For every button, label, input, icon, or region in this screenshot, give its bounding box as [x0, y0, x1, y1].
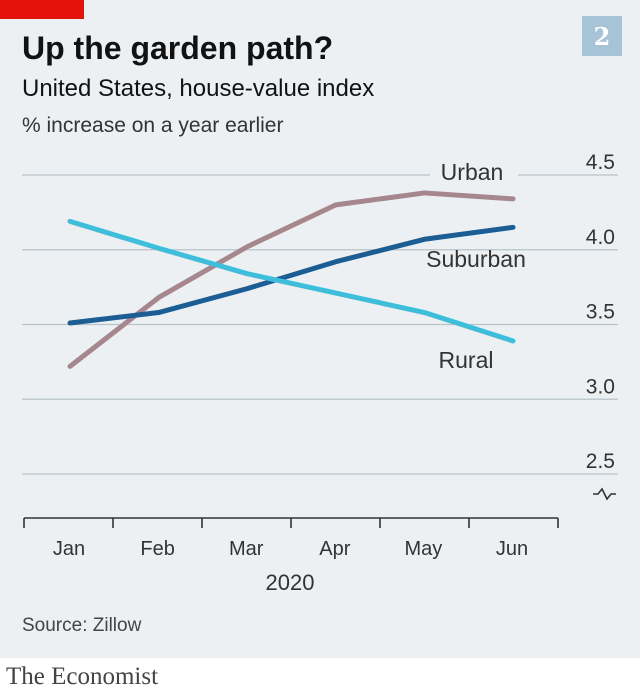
x-axis-label: 2020 [266, 570, 315, 595]
series-line-rural [67, 218, 516, 344]
y-tick-label: 3.0 [586, 375, 615, 398]
unit-label: % increase on a year earlier [22, 114, 284, 137]
x-tick-label: Jun [496, 538, 528, 560]
chart-panel [0, 0, 640, 658]
y-tick-label: 2.5 [586, 450, 615, 473]
brand-name: The Economist [6, 663, 159, 690]
x-tick-label: Mar [229, 538, 264, 560]
axis-break-icon [593, 487, 616, 501]
source-note: Source: Zillow [22, 615, 142, 636]
series-label-suburban: Suburban [426, 246, 526, 272]
x-tick-label: Apr [319, 538, 350, 560]
y-tick-label: 4.0 [586, 226, 615, 249]
series-label-urban: Urban [441, 159, 504, 185]
series-label-rural: Rural [439, 347, 494, 373]
series-line-urban [67, 190, 516, 369]
x-tick-label: May [405, 538, 443, 560]
y-tick-label: 3.5 [586, 301, 615, 324]
line-chart: 2.5 3.0 3.5 4.0 4.5 Jan Feb Mar Apr May Jun 2020 Urb… [22, 151, 618, 595]
x-tick-label: Feb [140, 538, 174, 560]
chart-title: Up the garden path? [22, 30, 334, 66]
series-label-background [430, 157, 518, 191]
chart-number-badge: 2 [582, 16, 622, 56]
chart-subtitle: United States, house-value index [22, 75, 375, 102]
y-tick-label: 4.5 [586, 151, 615, 174]
x-tick-label: Jan [53, 538, 85, 560]
brand-red-tag [0, 0, 84, 19]
series-line-suburban [67, 224, 516, 326]
